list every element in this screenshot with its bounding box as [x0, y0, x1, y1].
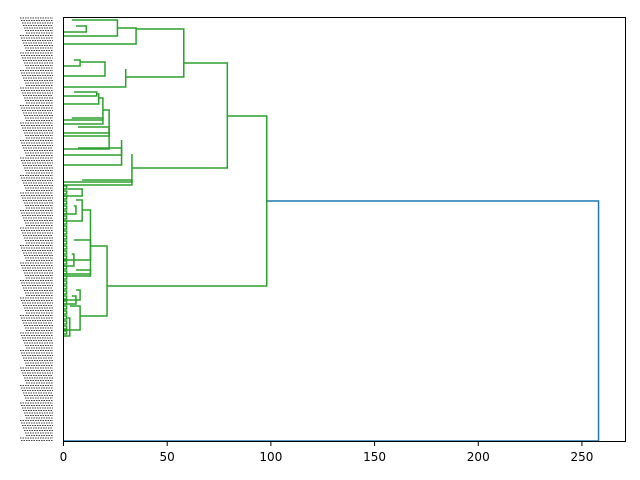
dendrogram-link-39	[63, 215, 68, 220]
dendrogram-link-60	[63, 320, 68, 325]
dendrogram-link-13	[63, 109, 110, 137]
dendrogram-link-32	[63, 188, 83, 197]
dendrogram-link-30	[63, 305, 81, 331]
dendrogram-link-38	[63, 210, 68, 215]
dendrogram-link-31	[63, 317, 71, 337]
x-tick-label: 100	[259, 450, 282, 464]
x-tick-label: 200	[467, 450, 490, 464]
dendrogram-link-48	[63, 260, 68, 265]
x-tick-label: 150	[363, 450, 386, 464]
dendrogram-link-56	[63, 300, 68, 305]
dendrogram-link-37	[63, 205, 68, 210]
dendrogram-link-51	[63, 275, 68, 280]
dendrogram-link-53	[63, 285, 68, 290]
dendrogram-link-7	[63, 69, 127, 88]
x-axis: 0 50 100 150 200 250	[60, 441, 593, 464]
dendrogram-link-16	[63, 91, 98, 97]
dendrogram-link-4	[63, 27, 137, 45]
dendrogram-link-45	[63, 245, 68, 250]
dendrogram-link-3	[125, 28, 185, 78]
dendrogram-link-58	[63, 310, 68, 315]
dendrogram-link-49	[63, 265, 68, 270]
dendrogram-link-57	[63, 305, 68, 310]
dendrogram-link-14	[63, 97, 104, 121]
dendrogram-link-44	[63, 240, 68, 245]
dendrogram-link-40	[63, 220, 68, 225]
dendrogram-link-35	[63, 195, 68, 200]
dendrogram-link-54	[63, 290, 68, 295]
dendrogram-link-6	[63, 25, 88, 33]
plot-frame	[63, 17, 626, 442]
dendrogram-link-22	[63, 209, 92, 261]
dendrogram-link-47	[63, 255, 68, 260]
dendrogram-link-17	[63, 117, 104, 125]
dendrogram-links	[63, 19, 600, 442]
dendrogram-link-0	[63, 200, 600, 442]
dendrogram-link-20	[63, 179, 133, 186]
dendrogram-link-1	[107, 115, 268, 287]
dendrogram-link-5	[63, 19, 119, 37]
dendrogram-link-15	[63, 93, 100, 105]
dendrogram-link-29	[63, 295, 77, 305]
x-tick-label: 250	[570, 450, 593, 464]
dendrogram-link-52	[63, 280, 68, 285]
dendrogram-link-43	[63, 235, 68, 240]
x-tick-label: 50	[160, 450, 175, 464]
dendrogram-link-34	[63, 190, 68, 195]
dendrogram-link-61	[63, 325, 68, 330]
dendrogram-link-42	[63, 230, 68, 235]
dendrogram-link-19	[63, 147, 123, 156]
dendrogram-link-24	[63, 205, 77, 215]
dendrogram-link-21	[80, 245, 108, 317]
dendrogram-link-46	[63, 250, 68, 255]
leaf-labels	[20, 17, 53, 441]
dendrogram-link-18	[63, 126, 110, 134]
dendrogram-link-2	[131, 62, 229, 169]
dendrogram-link-8	[63, 61, 106, 77]
dendrogram-link-12	[63, 128, 110, 150]
dendrogram-link-33	[63, 185, 68, 190]
dendrogram-link-27	[63, 269, 92, 275]
dendrogram-link-62	[63, 330, 68, 335]
dendrogram-link-23	[63, 199, 83, 222]
dendrogram-link-41	[63, 225, 68, 230]
dendrogram-link-11	[63, 140, 123, 166]
dendrogram-link-9	[63, 59, 81, 67]
dendrogram-link-25	[63, 239, 92, 277]
dendrogram-link-59	[63, 315, 68, 320]
dendrogram-link-55	[63, 295, 68, 300]
x-tick-label: 0	[60, 450, 68, 464]
dendrogram-link-36	[63, 200, 68, 205]
dendrogram-link-50	[63, 270, 68, 275]
dendrogram-link-26	[63, 253, 75, 267]
dendrogram-link-28	[63, 289, 81, 301]
